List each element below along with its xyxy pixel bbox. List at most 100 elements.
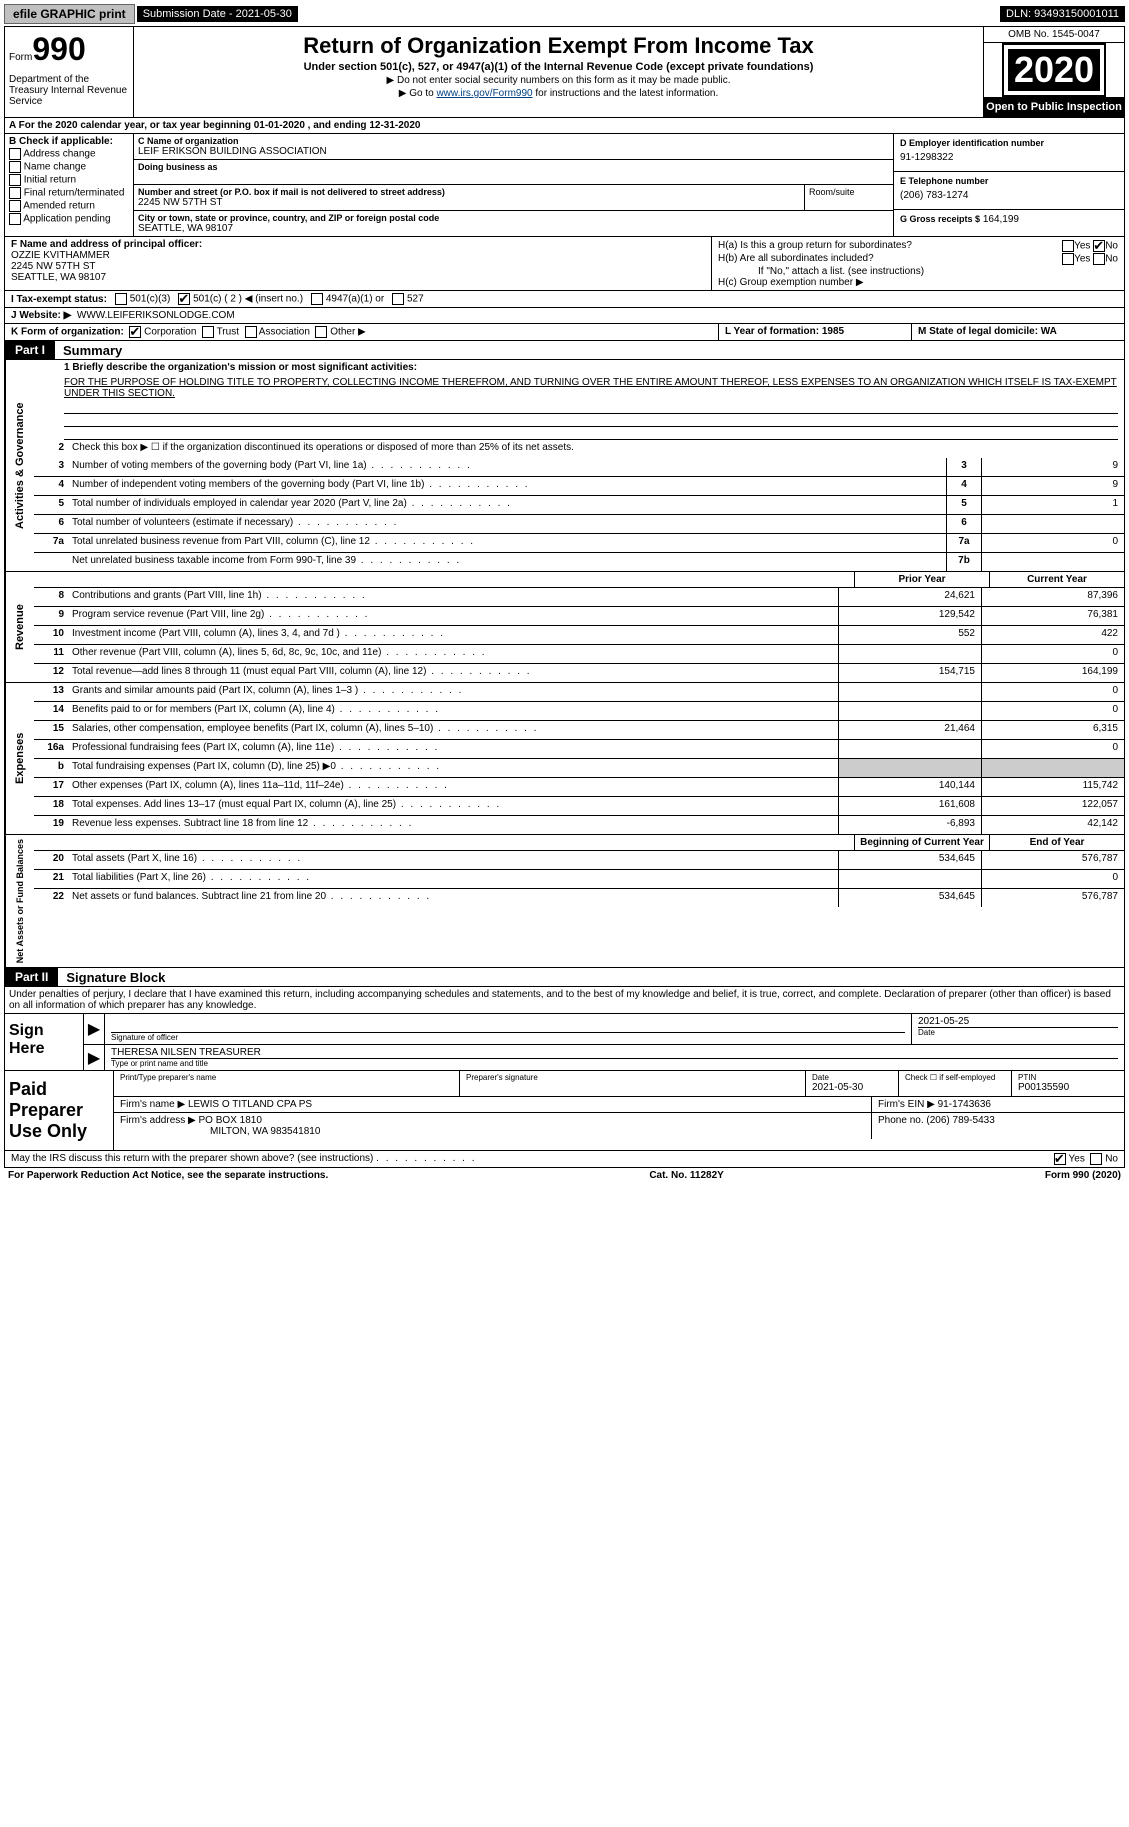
part-ii-header: Part II: [5, 968, 58, 986]
line-value: 1: [981, 496, 1124, 514]
summary-line: 15Salaries, other compensation, employee…: [34, 721, 1124, 740]
org-name-cell: C Name of organization LEIF ERIKSON BUIL…: [134, 134, 893, 160]
line-number: 7a: [34, 534, 68, 552]
year-formation: L Year of formation: 1985: [719, 324, 912, 340]
rows-f-through-m: F Name and address of principal officer:…: [4, 237, 1125, 341]
cb-assoc[interactable]: [245, 326, 257, 338]
ein-value: 91-1298322: [900, 148, 1118, 167]
prep-sig-cell[interactable]: Preparer's signature: [460, 1071, 806, 1096]
officer-name: OZZIE KVITHAMMER: [11, 250, 110, 261]
officer-street: 2245 NW 57TH ST: [11, 261, 95, 272]
prior-year-value: [838, 759, 981, 777]
line-number: 9: [34, 607, 68, 625]
cb-4947[interactable]: [311, 293, 323, 305]
note2-pre: ▶ Go to: [399, 88, 437, 99]
line-desc: Number of independent voting members of …: [68, 477, 946, 495]
cb-application-pending[interactable]: [9, 213, 21, 225]
prior-year-value: [838, 740, 981, 758]
line-number: 19: [34, 816, 68, 834]
line-number: 11: [34, 645, 68, 663]
line-number: 4: [34, 477, 68, 495]
paid-preparer-label: Paid Preparer Use Only: [5, 1071, 114, 1150]
cb-other[interactable]: [315, 326, 327, 338]
org-name-value: LEIF ERIKSON BUILDING ASSOCIATION: [138, 146, 889, 157]
discuss-row: May the IRS discuss this return with the…: [4, 1151, 1125, 1168]
column-c-org-info: C Name of organization LEIF ERIKSON BUIL…: [134, 134, 1124, 236]
street-value: 2245 NW 57TH ST: [138, 197, 800, 208]
hdr-end-year: End of Year: [989, 835, 1124, 850]
signature-cell[interactable]: Signature of officer: [105, 1014, 912, 1044]
gross-value: 164,199: [983, 214, 1019, 225]
cb-corp[interactable]: [129, 326, 141, 338]
hb-label: H(b) Are all subordinates included?: [718, 253, 874, 265]
print-name-label: Type or print name and title: [111, 1059, 1118, 1068]
line-box: 3: [946, 458, 981, 476]
footer-mid: Cat. No. 11282Y: [649, 1170, 723, 1181]
current-year-value: 0: [981, 645, 1124, 663]
dba-cell: Doing business as: [134, 160, 893, 185]
part-ii-header-row: Part II Signature Block: [4, 968, 1125, 987]
line-number: 5: [34, 496, 68, 514]
part-i-header: Part I: [5, 341, 55, 359]
gross-label: G Gross receipts $: [900, 214, 980, 224]
firm-ein-cell: Firm's EIN ▶ 91-1743636: [872, 1097, 1124, 1112]
irs-link[interactable]: www.irs.gov/Form990: [436, 88, 532, 99]
section-a-period: A For the 2020 calendar year, or tax yea…: [4, 118, 1125, 134]
cb-hb-no[interactable]: [1093, 253, 1105, 265]
room-label: Room/suite: [809, 187, 855, 197]
firm-addr-value: PO BOX 1810: [199, 1115, 262, 1126]
current-year-value: 164,199: [981, 664, 1124, 682]
officer-label: F Name and address of principal officer:: [11, 239, 202, 250]
ein-cell: D Employer identification number 91-1298…: [894, 134, 1124, 172]
line-desc: Net assets or fund balances. Subtract li…: [68, 889, 838, 907]
line-desc: Total number of individuals employed in …: [68, 496, 946, 514]
main-info-grid: B Check if applicable: Address change Na…: [4, 134, 1125, 237]
prior-year-value: 154,715: [838, 664, 981, 682]
signature-label: Signature of officer: [111, 1033, 905, 1042]
cb-initial-return[interactable]: [9, 174, 21, 186]
line-desc: Revenue less expenses. Subtract line 18 …: [68, 816, 838, 834]
cb-final-return[interactable]: [9, 187, 21, 199]
side-label-net-assets: Net Assets or Fund Balances: [5, 835, 34, 967]
line-desc: Other expenses (Part IX, column (A), lin…: [68, 778, 838, 796]
page-footer: For Paperwork Reduction Act Notice, see …: [4, 1168, 1125, 1183]
summary-line: 10Investment income (Part VIII, column (…: [34, 626, 1124, 645]
cb-ha-yes[interactable]: [1062, 240, 1074, 252]
mission-label: 1 Briefly describe the organization's mi…: [34, 360, 1124, 375]
line-desc: Number of voting members of the governin…: [68, 458, 946, 476]
form-note-1: ▶ Do not enter social security numbers o…: [138, 75, 979, 86]
summary-line: 11Other revenue (Part VIII, column (A), …: [34, 645, 1124, 664]
prior-year-value: [838, 683, 981, 701]
tax-year: 2020: [1004, 45, 1104, 95]
cb-discuss-no[interactable]: [1090, 1153, 1102, 1165]
efile-button[interactable]: efile GRAPHIC print: [4, 4, 135, 24]
governance-section: Activities & Governance 1 Briefly descri…: [4, 360, 1125, 572]
cb-amended-return[interactable]: [9, 200, 21, 212]
cb-address-change[interactable]: [9, 148, 21, 160]
cb-discuss-yes[interactable]: [1054, 1153, 1066, 1165]
cb-527[interactable]: [392, 293, 404, 305]
summary-line: 9Program service revenue (Part VIII, lin…: [34, 607, 1124, 626]
hb-yes: Yes: [1074, 254, 1090, 265]
cb-hb-yes[interactable]: [1062, 253, 1074, 265]
line-desc: Investment income (Part VIII, column (A)…: [68, 626, 838, 644]
side-label-expenses: Expenses: [5, 683, 34, 834]
line-desc: Professional fundraising fees (Part IX, …: [68, 740, 838, 758]
prep-sig-label: Preparer's signature: [466, 1073, 799, 1082]
column-b-checkboxes: B Check if applicable: Address change Na…: [5, 134, 134, 236]
firm-addr-cell: Firm's address ▶ PO BOX 1810MILTON, WA 9…: [114, 1113, 872, 1139]
cb-501c[interactable]: [178, 293, 190, 305]
cb-name-change[interactable]: [9, 161, 21, 173]
firm-name-value: LEWIS O TITLAND CPA PS: [188, 1099, 312, 1110]
summary-line: 17Other expenses (Part IX, column (A), l…: [34, 778, 1124, 797]
ein-label: D Employer identification number: [900, 138, 1118, 148]
line-desc: Total fundraising expenses (Part IX, col…: [68, 759, 838, 777]
cb-ha-no[interactable]: [1093, 240, 1105, 252]
cb-501c3[interactable]: [115, 293, 127, 305]
paid-preparer-block: Paid Preparer Use Only Print/Type prepar…: [4, 1071, 1125, 1151]
opt-4947: 4947(a)(1) or: [326, 294, 384, 305]
cb-trust[interactable]: [202, 326, 214, 338]
line-desc: Other revenue (Part VIII, column (A), li…: [68, 645, 838, 663]
summary-line: 20Total assets (Part X, line 16)534,6455…: [34, 851, 1124, 870]
prior-year-value: 24,621: [838, 588, 981, 606]
